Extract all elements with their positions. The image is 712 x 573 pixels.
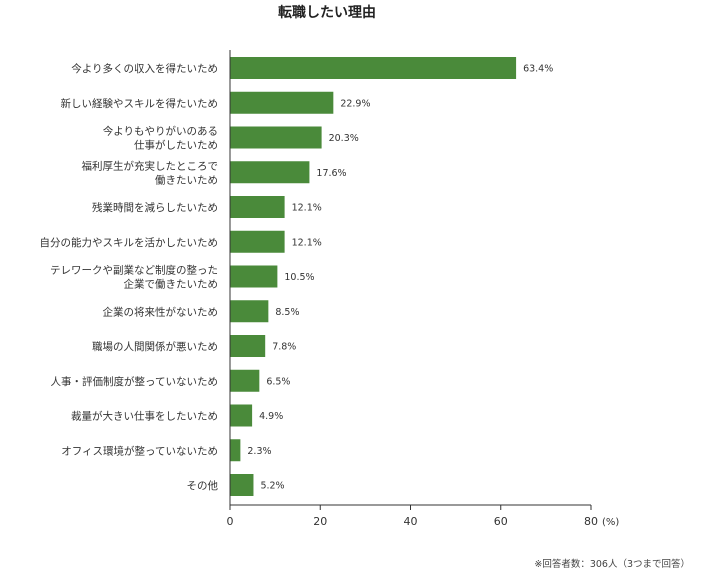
- bar-value-label: 22.9%: [340, 98, 370, 109]
- bar-value-label: 2.3%: [247, 446, 271, 457]
- category-label: 職場の人間関係が悪いため: [92, 340, 218, 353]
- category-labels-layer: 今より多くの収入を得たいため新しい経験やスキルを得たいため今よりもやりがいのある…: [40, 62, 219, 492]
- bar-value-label: 6.5%: [266, 376, 290, 387]
- x-axis-ticks-layer: 0 20 40 60 80: [227, 505, 598, 528]
- category-label-line: 働きたいため: [155, 173, 218, 186]
- bar-value-label: 8.5%: [275, 307, 299, 318]
- category-label: その他: [187, 479, 219, 492]
- bar: [230, 196, 285, 218]
- bar-value-label: 4.9%: [259, 411, 283, 422]
- category-label-line: 自分の能力やスキルを活かしたいため: [40, 236, 219, 249]
- category-label-line: 裁量が大きい仕事をしたいため: [71, 410, 218, 423]
- bar: [230, 91, 334, 114]
- category-label-line: 人事・評価制度が整っていないため: [51, 375, 218, 388]
- category-label-line: その他: [187, 479, 219, 492]
- category-label: 福利厚生が充実したところで働きたいため: [82, 159, 219, 186]
- x-tick-label: 40: [404, 515, 418, 528]
- bar-value-label: 7.8%: [272, 342, 296, 353]
- bar-value-label: 5.2%: [260, 481, 284, 492]
- bar: [230, 300, 269, 323]
- bar: [230, 126, 322, 149]
- category-label: 自分の能力やスキルを活かしたいため: [40, 236, 219, 249]
- respondents-note: ※回答者数：306人（3つまで回答）: [534, 559, 690, 570]
- category-label: オフィス環境が整っていないため: [61, 444, 218, 457]
- bar: [230, 335, 266, 357]
- bar: [230, 474, 254, 496]
- bar: [230, 439, 241, 462]
- bars-layer: [230, 57, 517, 496]
- category-label-line: 今よりもやりがいのある: [103, 125, 218, 138]
- bar: [230, 161, 310, 184]
- category-label: 今よりもやりがいのある仕事がしたいため: [103, 125, 218, 152]
- category-label-line: 企業の将来性がないため: [103, 305, 219, 318]
- category-label-line: 仕事がしたいため: [134, 139, 218, 152]
- bar: [230, 369, 260, 392]
- x-tick-label: 20: [313, 515, 327, 528]
- x-axis-unit-label: (%): [602, 517, 619, 528]
- category-label: 残業時間を減らしたいため: [92, 201, 218, 214]
- category-label-line: オフィス環境が整っていないため: [61, 444, 218, 457]
- bar-value-label: 12.1%: [292, 203, 322, 214]
- bar-value-label: 12.1%: [292, 237, 322, 248]
- value-labels-layer: 63.4% 22.9% 20.3% 17.6% 12.1% 12.1% 10.5% 8.5% 7…: [247, 64, 553, 492]
- bar: [230, 230, 285, 253]
- bar-value-label: 10.5%: [284, 272, 314, 283]
- category-label: テレワークや副業など制度の整った企業で働きたいため: [50, 264, 218, 291]
- category-label: 人事・評価制度が整っていないため: [51, 375, 218, 388]
- category-label-line: 職場の人間関係が悪いため: [92, 340, 218, 353]
- category-label: 裁量が大きい仕事をしたいため: [71, 410, 218, 423]
- category-label: 今より多くの収入を得たいため: [71, 62, 218, 75]
- category-label-line: 企業で働きたいため: [124, 278, 219, 291]
- bar: [230, 404, 253, 427]
- bar-value-label: 63.4%: [523, 64, 553, 75]
- category-label: 新しい経験やスキルを得たいため: [61, 97, 219, 110]
- category-label-line: テレワークや副業など制度の整った: [50, 264, 218, 277]
- bar-value-label: 17.6%: [316, 168, 346, 179]
- bar: [230, 57, 517, 79]
- bar-value-label: 20.3%: [329, 133, 359, 144]
- x-tick-label: 80: [584, 515, 598, 528]
- category-label-line: 福利厚生が充実したところで: [82, 159, 219, 172]
- category-label-line: 新しい経験やスキルを得たいため: [61, 97, 219, 110]
- x-tick-label: 60: [494, 515, 508, 528]
- x-tick-label: 0: [227, 515, 234, 528]
- chart-title: 転職したい理由: [278, 5, 376, 21]
- category-label-line: 今より多くの収入を得たいため: [71, 62, 218, 75]
- category-label-line: 残業時間を減らしたいため: [92, 201, 218, 214]
- bar: [230, 265, 278, 288]
- category-label: 企業の将来性がないため: [103, 305, 219, 318]
